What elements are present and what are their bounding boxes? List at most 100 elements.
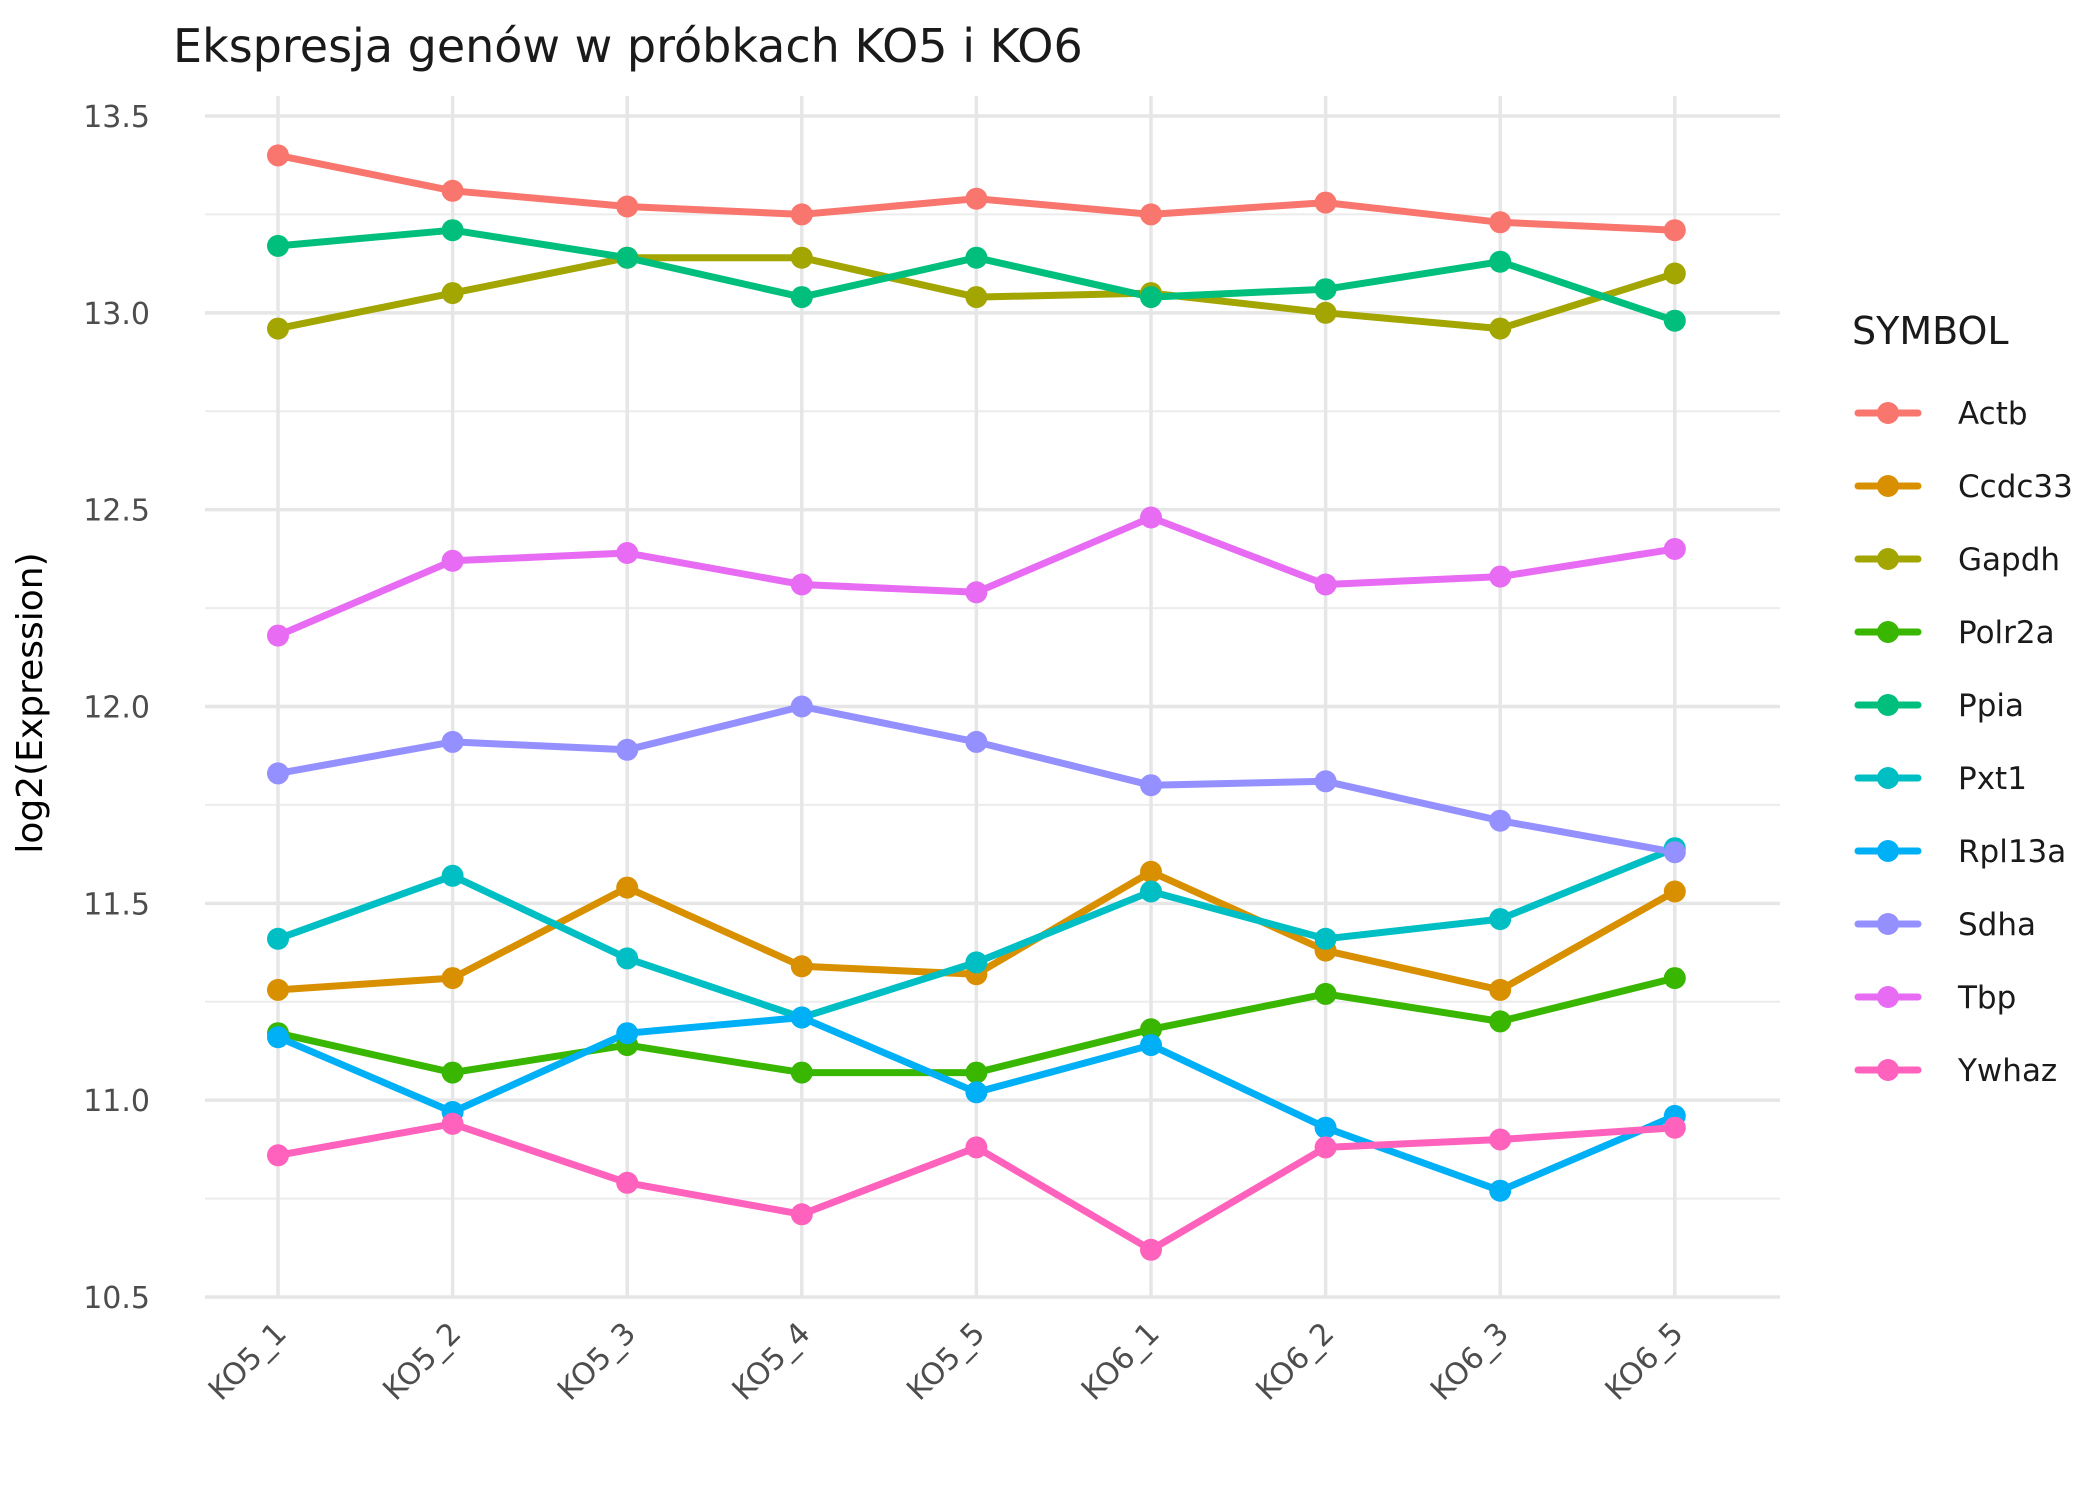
data-point-pxt1 [965, 951, 988, 974]
data-point-sdha [1314, 770, 1337, 793]
data-point-ccdc33 [441, 967, 464, 990]
data-point-ywhaz [1489, 1128, 1512, 1151]
x-axis-ticks: KO5_1 KO5_2 KO5_3 KO5_4 KO5_5 KO6_1 KO6_2 KO6_3… [202, 1316, 1691, 1408]
data-point-tbp [441, 549, 464, 572]
chart-title: Ekspresja genów w próbkach KO5 i KO6 [173, 19, 1083, 73]
data-point-actb [1663, 219, 1686, 242]
x-tick-label: KO5_1 [202, 1316, 294, 1408]
legend-label: Rpl13a [1958, 834, 2066, 870]
data-point-tbp [965, 581, 988, 604]
legend-label: Ywhaz [1957, 1053, 2057, 1089]
y-axis-label: log2(Expression) [10, 552, 51, 853]
data-point-polr2a [1489, 1010, 1512, 1033]
legend: SYMBOL Actb Ccdc33 Gapdh Polr2a Ppia Pxt1 Rpl1… [1852, 309, 2073, 1089]
legend-label: Polr2a [1958, 615, 2055, 651]
legend-label: Tbp [1957, 980, 2016, 1016]
y-tick-label: 11.5 [83, 887, 150, 922]
data-point-polr2a [1663, 967, 1686, 990]
x-tick-label: KO6_5 [1599, 1316, 1691, 1408]
data-point-gapdh [790, 246, 813, 269]
legend-item-rpl13a: Rpl13a [1854, 834, 2066, 870]
data-point-ywhaz [1140, 1238, 1162, 1261]
data-point-ppia [1663, 309, 1686, 332]
x-tick-label: KO6_2 [1249, 1316, 1341, 1408]
legend-key-point [1877, 767, 1899, 789]
legend-item-polr2a: Polr2a [1854, 615, 2055, 651]
data-point-tbp [616, 542, 639, 564]
data-point-actb [267, 144, 289, 167]
data-point-tbp [1663, 538, 1686, 560]
data-point-ccdc33 [1489, 978, 1512, 1001]
data-point-gapdh [1314, 301, 1337, 324]
data-point-ccdc33 [1140, 860, 1162, 883]
data-point-actb [1314, 191, 1337, 214]
data-point-ppia [790, 286, 813, 309]
data-point-sdha [965, 730, 988, 753]
data-point-gapdh [441, 282, 464, 305]
legend-key-point [1877, 1059, 1899, 1081]
data-point-tbp [1314, 573, 1337, 596]
x-tick-label: KO6_3 [1424, 1316, 1516, 1408]
data-point-ywhaz [965, 1136, 988, 1159]
data-point-pxt1 [1489, 908, 1512, 931]
data-point-rpl13a [1489, 1179, 1512, 1202]
legend-label: Sdha [1958, 907, 2036, 943]
legend-item-ppia: Ppia [1854, 688, 2024, 724]
legend-label: Actb [1958, 396, 2028, 432]
series-points [267, 144, 1686, 1261]
data-point-ccdc33 [267, 978, 289, 1001]
data-point-actb [965, 187, 988, 210]
data-point-pxt1 [1314, 927, 1337, 950]
y-tick-label: 11.0 [83, 1084, 150, 1119]
data-point-gapdh [1663, 262, 1686, 285]
data-point-tbp [1489, 565, 1512, 588]
legend-title: SYMBOL [1852, 309, 2009, 353]
data-point-ppia [267, 234, 289, 257]
legend-key-point [1877, 548, 1899, 570]
data-point-rpl13a [616, 1022, 639, 1045]
data-point-sdha [1489, 809, 1512, 832]
data-point-pxt1 [267, 927, 289, 950]
legend-label: Gapdh [1958, 542, 2060, 578]
y-tick-label: 10.5 [83, 1281, 150, 1316]
data-point-tbp [790, 573, 813, 596]
y-axis-ticks: 10.5 11.0 11.5 12.0 12.5 13.0 13.5 [83, 100, 150, 1316]
legend-item-pxt1: Pxt1 [1854, 761, 2027, 797]
data-point-actb [790, 203, 813, 226]
data-point-ywhaz [1663, 1116, 1686, 1139]
x-tick-label: KO6_1 [1075, 1316, 1167, 1408]
data-point-tbp [267, 624, 289, 647]
data-point-ppia [441, 219, 464, 242]
data-point-ywhaz [616, 1171, 639, 1194]
data-point-polr2a [1140, 1018, 1162, 1041]
data-point-sdha [267, 762, 289, 785]
y-tick-label: 12.0 [83, 691, 150, 726]
data-point-ccdc33 [1663, 880, 1686, 903]
x-tick-label: KO5_5 [900, 1316, 992, 1408]
data-point-sdha [616, 738, 639, 761]
legend-key-point [1877, 986, 1899, 1008]
legend-item-gapdh: Gapdh [1854, 542, 2060, 578]
legend-item-actb: Actb [1854, 396, 2028, 432]
x-tick-label: KO5_3 [551, 1316, 643, 1408]
data-point-polr2a [1314, 982, 1337, 1005]
data-point-ppia [1314, 278, 1337, 301]
legend-key-point [1877, 913, 1899, 935]
legend-key-point [1877, 621, 1899, 643]
y-tick-label: 13.5 [83, 100, 150, 135]
data-point-actb [616, 195, 639, 218]
data-point-gapdh [1489, 317, 1512, 340]
data-point-polr2a [441, 1061, 464, 1084]
legend-key-point [1877, 402, 1899, 424]
legend-item-tbp: Tbp [1854, 980, 2016, 1016]
y-tick-label: 13.0 [83, 297, 150, 332]
data-point-sdha [790, 695, 813, 718]
data-point-pxt1 [441, 864, 464, 887]
legend-key-point [1877, 694, 1899, 716]
data-point-sdha [1140, 774, 1162, 797]
data-point-tbp [1140, 506, 1162, 529]
data-point-ccdc33 [616, 876, 639, 899]
data-point-rpl13a [267, 1026, 289, 1049]
x-tick-label: KO5_4 [726, 1316, 818, 1408]
